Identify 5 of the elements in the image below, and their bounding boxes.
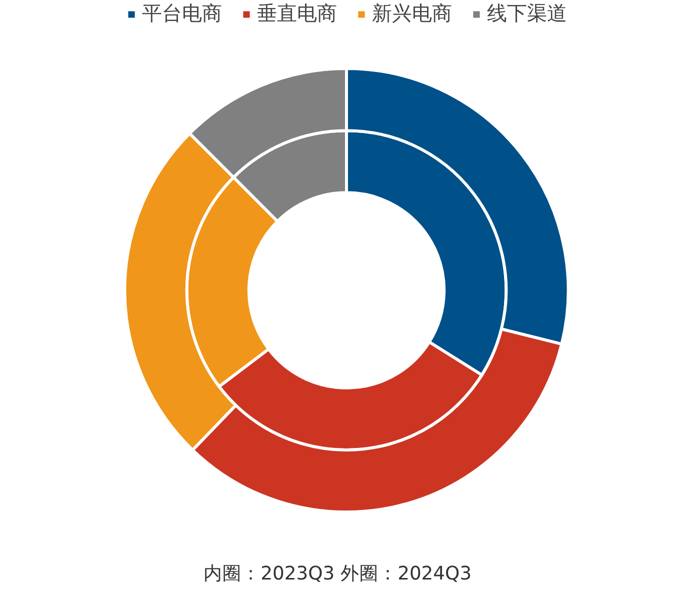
- legend-label: 平台电商: [142, 0, 222, 27]
- legend-label: 线下渠道: [487, 0, 567, 27]
- legend-label: 新兴电商: [372, 0, 452, 27]
- text: 内圈：2023Q3 外圈：2024Q3: [204, 564, 472, 584]
- legend-label: 垂直电商: [257, 0, 337, 27]
